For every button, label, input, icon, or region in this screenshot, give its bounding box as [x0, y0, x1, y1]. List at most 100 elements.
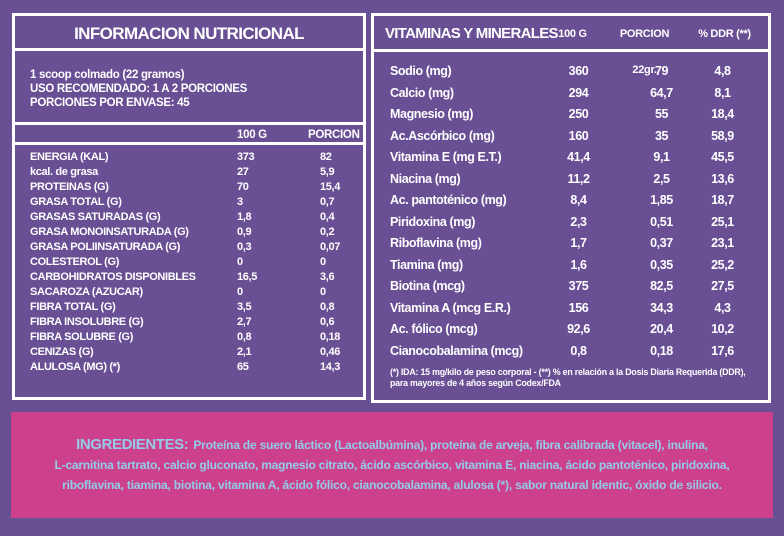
value-100g: 160 [568, 128, 589, 143]
value-100g: 0 [237, 286, 243, 298]
vitamins-panel-title: VITAMINAS Y MINERALES [385, 25, 559, 42]
nutrient-name: CENIZAS (G) [30, 346, 94, 358]
value-porcion: 20,4 [650, 322, 673, 336]
value-100g: 2,7 [237, 316, 252, 328]
value-100g: 294 [568, 85, 589, 100]
vitamins-table-row: Niacina (mg) 11,2 2,5 13,6 [374, 169, 768, 191]
value-ddr-percent: 8,1 [714, 85, 731, 100]
nutrition-facts-panel: INFORMACION NUTRICIONAL 1 scoop colmado … [12, 13, 366, 400]
value-ddr-percent: 25,2 [711, 257, 734, 272]
value-porcion: 0,8 [320, 301, 335, 313]
nutrient-name: kcal. de grasa [30, 166, 98, 178]
vitamins-table-row: Riboflavina (mg) 1,7 0,37 23,1 [374, 233, 768, 255]
value-100g: 250 [568, 107, 589, 121]
vitamin-name: Magnesio (mg) [390, 107, 473, 121]
value-100g: 41,4 [567, 150, 590, 164]
nutrition-column-headers: 100 G PORCION [15, 125, 363, 145]
column-header-100g: 100 G [558, 28, 587, 40]
value-100g: 11,2 [567, 171, 590, 186]
value-porcion: 0,07 [320, 241, 341, 253]
vitamins-rows: Sodio (mg) 360 79 4,8 Calcio (mg) 294 64,7 8,1 M… [374, 52, 768, 362]
vitamin-name: Ac. pantoténico (mg) [390, 193, 507, 207]
nutrition-panel-title: INFORMACION NUTRICIONAL [15, 16, 363, 51]
column-header-100g: 100 G [237, 129, 267, 141]
servings-per-container: PORCIONES POR ENVASE: 45 [30, 97, 190, 109]
nutrient-name: FIBRA TOTAL (G) [30, 301, 116, 313]
value-porcion: 0,6 [320, 316, 335, 328]
ingredients-label: INGREDIENTES: [76, 436, 189, 453]
nutrition-table-row: FIBRA TOTAL (G) 3,5 0,8 [15, 300, 363, 315]
vitamins-table-row: Tiamina (mg) 1,6 0,35 25,2 [374, 255, 768, 277]
value-ddr-percent: 25,1 [711, 214, 734, 229]
nutrition-table-row: kcal. de grasa 27 5,9 [15, 165, 363, 180]
value-ddr-percent: 18,7 [711, 193, 734, 207]
nutrition-table-row: SACAROZA (AZUCAR) 0 0 [15, 285, 363, 300]
vitamin-name: Niacina (mg) [390, 171, 461, 186]
value-porcion: 82,5 [650, 279, 673, 293]
vitamin-name: Calcio (mg) [390, 85, 454, 100]
value-ddr-percent: 4,8 [714, 64, 731, 78]
vitamin-name: Sodio (mg) [390, 64, 452, 78]
value-porcion: 1,85 [650, 193, 673, 207]
value-ddr-percent: 27,5 [711, 279, 734, 293]
value-ddr-percent: 23,1 [711, 236, 734, 250]
nutrient-name: ENERGIA (KAL) [30, 151, 109, 163]
value-100g: 156 [568, 300, 589, 315]
value-porcion: 0 [320, 286, 326, 298]
nutrient-name: COLESTEROL (G) [30, 256, 120, 268]
value-porcion: 34,3 [650, 300, 673, 315]
ingredients-line-3: riboflavina, tiamina, biotina, vitamina … [62, 478, 722, 492]
value-ddr-percent: 4,3 [714, 300, 731, 315]
nutrition-table-row: ALULOSA (MG) (*) 65 14,3 [15, 360, 363, 375]
nutrition-table-row: ENERGIA (KAL) 373 82 [15, 150, 363, 165]
vitamins-minerals-panel: VITAMINAS Y MINERALES 100 G PORCION 22gr… [371, 13, 771, 403]
nutrition-table-row: GRASA POLIINSATURADA (G) 0,3 0,07 [15, 240, 363, 255]
value-porcion: 0 [320, 256, 326, 268]
vitamins-table-row: Ac. fólico (mcg) 92,6 20,4 10,2 [374, 319, 768, 341]
value-porcion: 0,18 [320, 331, 341, 343]
value-ddr-percent: 45,5 [711, 150, 734, 164]
footnote: (*) IDA: 15 mg/kilo de peso corporal - (… [374, 367, 768, 389]
nutrition-rows: ENERGIA (KAL) 373 82 kcal. de grasa 27 5,9 PRO… [15, 145, 363, 375]
vitamins-table-row: Biotina (mcg) 375 82,5 27,5 [374, 276, 768, 298]
vitamin-name: Piridoxina (mg) [390, 214, 475, 229]
vitamin-name: Ac.Ascórbico (mg) [390, 128, 495, 143]
value-100g: 360 [568, 64, 589, 78]
value-100g: 2,1 [237, 346, 252, 358]
nutrient-name: FIBRA INSOLUBRE (G) [30, 316, 144, 328]
vitamins-table-row: Piridoxina (mg) 2,3 0,51 25,1 [374, 212, 768, 234]
vitamin-name: Cianocobalamina (mcg) [390, 343, 523, 358]
nutrition-table-row: FIBRA SOLUBRE (G) 0,8 0,18 [15, 330, 363, 345]
vitamin-name: Tiamina (mg) [390, 257, 463, 272]
column-header-ddr: % DDR (**) [698, 28, 751, 40]
recommended-use: USO RECOMENDADO: 1 A 2 PORCIONES [30, 83, 248, 95]
value-100g: 3 [237, 196, 243, 208]
vitamins-table-row: Calcio (mg) 294 64,7 8,1 [374, 83, 768, 105]
value-porcion: 0,4 [320, 211, 335, 223]
vitamin-name: Vitamina E (mg E.T.) [390, 150, 502, 164]
value-100g: 373 [237, 151, 255, 163]
value-ddr-percent: 58,9 [711, 128, 734, 143]
vitamins-table-row: Sodio (mg) 360 79 4,8 [374, 61, 768, 83]
value-100g: 70 [237, 181, 249, 193]
vitamins-table-row: Vitamina E (mg E.T.) 41,4 9,1 45,5 [374, 147, 768, 169]
value-100g: 2,3 [570, 214, 587, 229]
value-porcion: 0,18 [650, 343, 673, 358]
footnote-line-1: (*) IDA: 15 mg/kilo de peso corporal - (… [390, 367, 746, 377]
nutrition-table-row: PROTEINAS (G) 70 15,4 [15, 180, 363, 195]
value-porcion: 15,4 [320, 181, 341, 193]
vitamins-table-row: Ac.Ascórbico (mg) 160 35 58,9 [374, 126, 768, 148]
value-porcion: 0,46 [320, 346, 341, 358]
value-ddr-percent: 17,6 [711, 343, 734, 358]
value-porcion: 0,35 [650, 257, 673, 272]
ingredients-section: INGREDIENTES: Proteína de suero láctico (… [11, 412, 773, 518]
value-porcion: 35 [654, 128, 669, 143]
value-100g: 16,5 [237, 271, 258, 283]
value-porcion: 2,5 [653, 171, 670, 186]
value-100g: 0,9 [237, 226, 252, 238]
value-porcion: 0,37 [650, 236, 673, 250]
column-header-porcion: PORCION [308, 129, 360, 141]
nutrition-table-row: GRASA TOTAL (G) 3 0,7 [15, 195, 363, 210]
ingredients-line-1: INGREDIENTES: Proteína de suero láctico (… [11, 435, 773, 455]
value-porcion: 0,7 [320, 196, 335, 208]
